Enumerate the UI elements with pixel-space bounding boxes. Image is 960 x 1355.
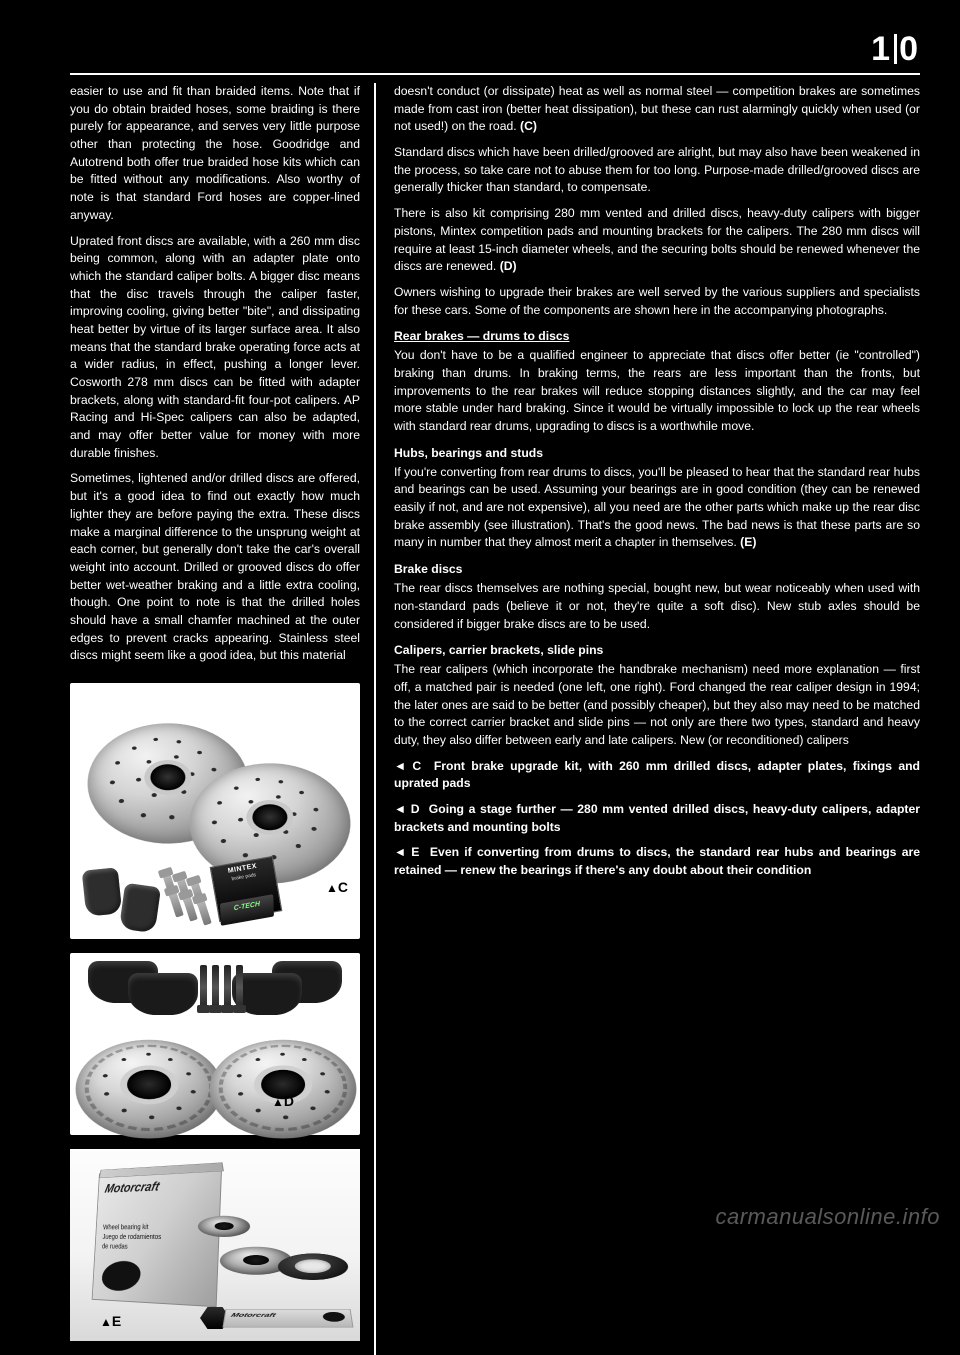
right-para-6: If you're converting from rear drums to … — [394, 464, 920, 552]
caption-e: (E) — [740, 535, 756, 549]
flatbox-logo — [322, 1312, 345, 1322]
page: 10 easier to use and fit than braided it… — [0, 0, 960, 1242]
disc-holes — [201, 1040, 364, 1139]
caption-c: (C) — [520, 119, 537, 133]
watermark: carmanualsonline.info — [715, 1204, 940, 1230]
page-number-left: 1 — [871, 30, 892, 68]
figure-c-bracket — [82, 867, 123, 917]
right-para-3: There is also kit comprising 280 mm vent… — [394, 205, 920, 276]
right-column: doesn't conduct (or dissipate) heat as w… — [374, 83, 920, 1355]
section-head-calipers: Calipers, carrier brackets, slide pins — [394, 643, 920, 657]
header: 10 — [70, 30, 920, 75]
section-head-rear-brakes: Rear brakes — drums to discs — [394, 329, 920, 343]
left-column: easier to use and fit than braided items… — [70, 83, 360, 1355]
figure-d-disc-2 — [201, 1040, 364, 1139]
left-para-1: easier to use and fit than braided items… — [70, 83, 360, 225]
figure-d-stud — [236, 965, 243, 1009]
figure-c-caption: ◄ C Front brake upgrade kit, with 260 mm… — [394, 758, 920, 793]
figure-e-kitbox: Motorcraft Wheel bearing kit Juego de ro… — [92, 1166, 222, 1307]
figure-d: ▲D — [70, 953, 360, 1135]
kitbox-line: Wheel bearing kit — [103, 1224, 149, 1232]
figure-c: C-TECH ▲C — [70, 683, 360, 939]
kitbox-line: de ruedas — [102, 1244, 128, 1252]
figure-d-caliper — [128, 973, 198, 1015]
right-para-8: The rear calipers (which incorporate the… — [394, 661, 920, 749]
left-para-2: Uprated front discs are available, with … — [70, 233, 360, 463]
figure-c-label: ▲C — [326, 879, 348, 895]
right-para-4: Owners wishing to upgrade their brakes a… — [394, 284, 920, 319]
kitbox-logo — [101, 1258, 142, 1294]
figure-c-bracket — [119, 883, 161, 934]
figure-c-bolt — [196, 898, 212, 925]
kitbox-brand: Motorcraft — [104, 1179, 161, 1196]
flatbox-brand: Motorcraft — [230, 1312, 277, 1318]
figure-e-caption: ◄ E Even if converting from drums to dis… — [394, 844, 920, 879]
kitbox-line: Juego de rodamientos — [102, 1234, 161, 1242]
figure-e-flatbox: Motorcraft — [222, 1309, 353, 1327]
figure-e-label: ▲E — [100, 1313, 121, 1329]
figure-d-caption: ◄ D Going a stage further — 280 mm vente… — [394, 801, 920, 836]
page-number-right: 0 — [899, 30, 920, 68]
figure-d-stud — [224, 965, 231, 1009]
content-columns: easier to use and fit than braided items… — [70, 83, 920, 1355]
page-number-divider — [894, 34, 897, 64]
section-head-discs: Brake discs — [394, 562, 920, 576]
figure-e: Motorcraft Wheel bearing kit Juego de ro… — [70, 1149, 360, 1341]
right-para-7: The rear discs themselves are nothing sp… — [394, 580, 920, 633]
left-para-3: Sometimes, lightened and/or drilled disc… — [70, 470, 360, 665]
figure-d-stud — [212, 965, 219, 1009]
section-head-hubs: Hubs, bearings and studs — [394, 446, 920, 460]
right-para-2: Standard discs which have been drilled/g… — [394, 144, 920, 197]
triangle-icon: ▲ — [272, 1095, 284, 1109]
caption-d: (D) — [500, 259, 517, 273]
right-para-5: You don't have to be a qualified enginee… — [394, 347, 920, 435]
figures-group: C-TECH ▲C — [70, 683, 360, 1341]
figure-d-stud — [200, 965, 207, 1009]
right-para-1: doesn't conduct (or dissipate) heat as w… — [394, 83, 920, 136]
triangle-icon: ▲ — [100, 1315, 112, 1329]
figure-d-label: ▲D — [272, 1093, 294, 1109]
triangle-icon: ▲ — [326, 881, 338, 895]
page-number: 10 — [871, 30, 920, 69]
